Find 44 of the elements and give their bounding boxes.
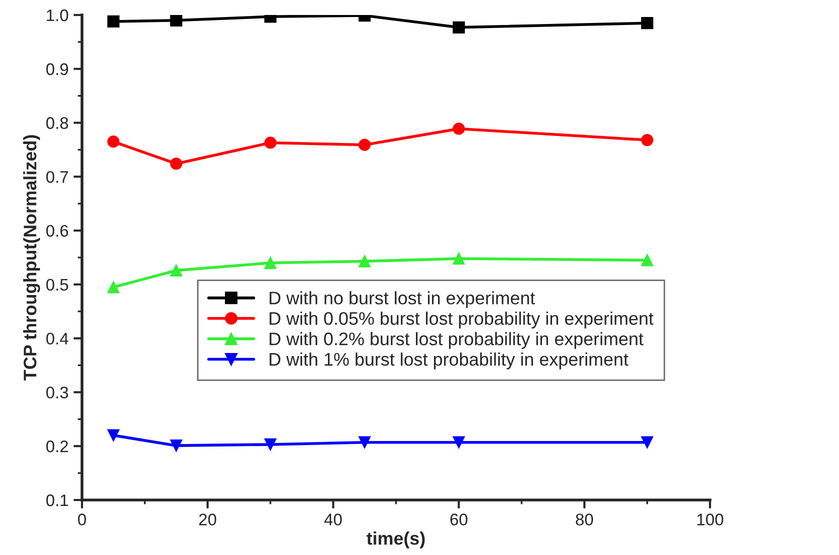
point [641,436,654,448]
y-tick-label: 0.1 [46,494,68,506]
point [107,15,120,28]
point [107,429,120,442]
y-tick-label: 1.0 [46,9,68,22]
point [264,136,276,149]
point [107,281,120,294]
y-tick-label: 0.9 [46,63,68,76]
point [641,17,654,30]
legend-label: D with no burst lost in experiment [270,291,536,308]
point [358,138,371,151]
x-tick-label: 100 [697,514,724,526]
legend-label: D with 0.05% burst lost probability in experiment [270,312,654,328]
x-tick-label: 0 [78,514,86,526]
point [452,252,465,265]
y-tick-label: 0.5 [46,278,68,291]
x-tick-label: 40 [324,514,342,526]
point [641,254,654,266]
point [170,15,182,26]
y-tick-label: 0.3 [46,386,68,398]
y-tick-label: 0.8 [46,117,68,129]
y-tick-label: 0.4 [46,332,68,345]
y-axis-title: TCP throughput(Normalized) [23,135,40,380]
point [264,256,276,269]
x-axis-title: time(s) [366,532,425,548]
point [358,255,371,268]
point [452,21,465,34]
y-tick-label: 0.2 [46,440,68,452]
x-tick-label: 60 [450,514,468,526]
point [358,436,371,448]
point [107,136,120,148]
point [641,134,654,146]
y-tick-label: 0.7 [46,171,68,183]
x-tick-label: 80 [576,514,594,526]
y-tick-label: 0.6 [46,224,68,237]
point [452,122,465,135]
point [170,264,182,277]
point [170,439,182,452]
legend-label: D with 0.2% burst lost probability in experiment [270,332,644,349]
point [452,436,465,448]
point [264,438,276,451]
point [170,158,182,170]
legend-label: D with 1% burst lost probability in experiment [270,352,628,370]
x-tick-label: 20 [199,514,216,526]
